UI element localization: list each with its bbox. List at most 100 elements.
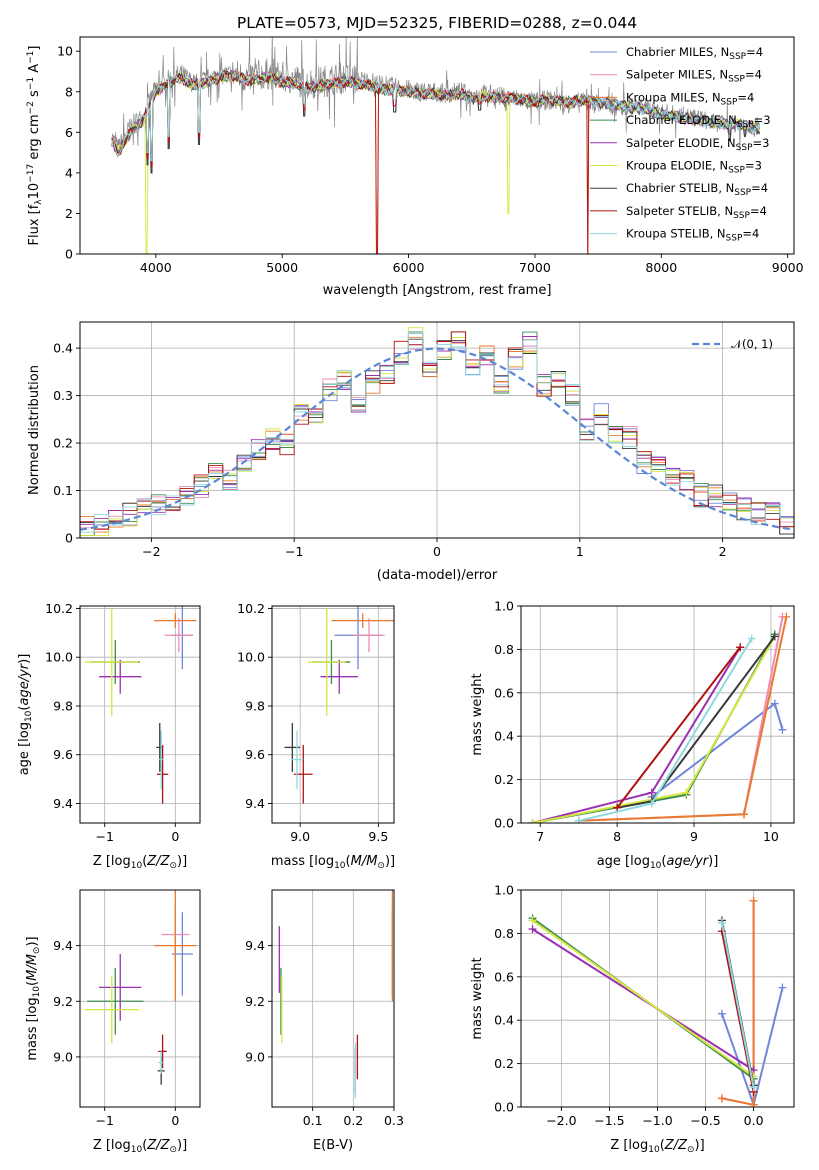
axes-frame — [520, 889, 795, 1108]
x-axis-label: mass [log10(M/M⊙)] — [271, 854, 395, 871]
x-tick-label: 10 — [763, 829, 779, 844]
axes-frame — [79, 321, 795, 539]
y-tick-label: 0.4 — [494, 729, 514, 744]
model-spectrum-salpeter-stelib — [111, 70, 593, 254]
weight-line-salpeter-miles — [578, 616, 784, 822]
weight-marker — [749, 1100, 758, 1107]
axes-frame — [79, 889, 201, 1108]
x-tick-label: 0 — [171, 829, 179, 844]
y-tick-label: 2 — [65, 206, 73, 221]
y-axis-label: Normed distribution — [27, 365, 42, 495]
weight-line-salpeter-stelib — [616, 646, 741, 809]
x-tick-label: 1 — [576, 544, 584, 559]
y-tick-label: 9.2 — [53, 994, 73, 1009]
weight-marker — [682, 788, 691, 797]
y-axis-label: age [log10(age/yr)] — [17, 654, 34, 776]
axes-weight-vs-age: 7 8 9 10 0.0 0.2 0.4 0.6 0.8 1.0 — [494, 599, 795, 844]
y-tick-label: 10.2 — [45, 601, 73, 616]
legend-label: Kroupa STELIB, NSSP=4 — [626, 227, 759, 244]
legend-label: Kroupa ELODIE, NSSP=3 — [626, 159, 762, 176]
plot-area-spectrum — [111, 37, 761, 254]
y-tick-label: 1.0 — [494, 883, 514, 898]
y-tick-label: 0.4 — [494, 1013, 514, 1028]
x-tick-label: 8 — [613, 829, 621, 844]
legend-label: Salpeter MILES, NSSP=4 — [626, 68, 762, 85]
weight-marker — [736, 643, 745, 652]
y-tick-label: 9.8 — [53, 698, 73, 713]
weight-marker — [613, 803, 622, 812]
axes-age-vs-Z: −1 0 9.4 9.6 9.8 10.0 10.2 — [45, 601, 201, 844]
y-tick-label: 9.8 — [245, 698, 265, 713]
y-tick-label: 10.2 — [237, 601, 265, 616]
plot-area-weight-vs-age — [521, 606, 794, 823]
y-tick-label: 0.2 — [494, 772, 514, 787]
y-tick-label: 0.3 — [53, 388, 73, 403]
y-tick-label: 0.8 — [494, 926, 514, 941]
x-tick-label: −1 — [285, 544, 303, 559]
y-tick-label: 10 — [57, 44, 73, 59]
x-tick-label: 6000 — [393, 260, 425, 275]
axes-frame — [79, 36, 795, 255]
plot-area-mass-vs-EBV — [272, 890, 394, 1107]
y-axis-label: mass [log10(M/M⊙)] — [25, 936, 42, 1060]
y-tick-label: 9.6 — [245, 747, 265, 762]
x-axis-label: Z [log10(Z/Z⊙)] — [610, 1138, 704, 1155]
x-tick-label: 0 — [433, 544, 441, 559]
y-tick-label: 6 — [65, 125, 73, 140]
x-tick-label: 2 — [719, 544, 727, 559]
weight-marker — [749, 896, 758, 905]
weight-marker — [747, 634, 756, 643]
x-tick-label: −1 — [95, 829, 113, 844]
weight-marker — [647, 799, 656, 808]
axes-spectrum: 4000 5000 6000 7000 8000 9000 0 2 4 6 8 10 — [57, 36, 804, 275]
axes-age-vs-mass: 9.0 9.5 9.4 9.6 9.8 10.0 10.2 — [237, 601, 395, 844]
plot-area-mass-vs-Z — [80, 890, 200, 1107]
x-tick-label: −1 — [95, 1113, 113, 1128]
weight-line-kroupa-elodie — [531, 919, 755, 1078]
x-tick-label: −1.0 — [642, 1113, 672, 1128]
weight-marker — [528, 916, 537, 925]
x-tick-label: 0 — [171, 1113, 179, 1128]
x-axis-label: Z [log10(Z/Z⊙)] — [93, 1138, 187, 1155]
y-tick-label: 0 — [65, 531, 73, 546]
legend-label: Chabrier ELODIE, NSSP=3 — [626, 113, 771, 130]
x-axis-label: E(B-V) — [313, 1138, 353, 1153]
x-axis-label: age [log10(age/yr)] — [597, 854, 719, 871]
weight-marker — [574, 816, 583, 823]
legend-label: Salpeter STELIB, NSSP=4 — [626, 204, 767, 221]
y-tick-label: 9.0 — [53, 1049, 73, 1064]
y-tick-label: 9.2 — [245, 994, 265, 1009]
x-axis-label: Z [log10(Z/Z⊙)] — [93, 854, 187, 871]
weight-marker — [717, 1094, 726, 1103]
x-tick-label: 8000 — [645, 260, 677, 275]
x-tick-label: 0.3 — [384, 1113, 404, 1128]
model-spectrum-kroupa-stelib — [111, 70, 761, 162]
x-tick-label: 0.1 — [303, 1113, 323, 1128]
x-axis-label: (data-model)/error — [377, 568, 498, 583]
plot-area-age-vs-mass — [272, 606, 394, 823]
y-tick-label: 10.0 — [237, 650, 265, 665]
legend-label: Salpeter ELODIE, NSSP=3 — [626, 136, 769, 153]
y-tick-label: 0.6 — [494, 685, 514, 700]
x-tick-label: 9000 — [772, 260, 804, 275]
y-tick-label: 0.0 — [494, 1100, 514, 1115]
y-axis-label: Flux [fλ10−17 erg cm−2 s−1 A−1] — [26, 46, 44, 246]
x-tick-label: −0.5 — [690, 1113, 720, 1128]
y-tick-label: 0.8 — [494, 642, 514, 657]
model-spectrum-kroupa-elodie — [111, 70, 761, 254]
y-tick-label: 0.2 — [494, 1056, 514, 1071]
y-tick-label: 9.0 — [245, 1049, 265, 1064]
legend-label: Chabrier MILES, NSSP=4 — [626, 45, 763, 62]
plot-area-residuals — [80, 322, 794, 538]
y-tick-label: 1.0 — [494, 599, 514, 614]
legend: Chabrier MILES, NSSP=4 Salpeter MILES, NS… — [590, 45, 771, 244]
histogram-salpeter-stelib — [80, 331, 794, 538]
y-tick-label: 9.4 — [245, 796, 265, 811]
weight-marker — [770, 632, 779, 641]
y-tick-label: 0.2 — [53, 436, 73, 451]
histogram-kroupa-stelib — [80, 332, 794, 538]
x-tick-label: 0.0 — [744, 1113, 764, 1128]
y-tick-label: 0.0 — [494, 816, 514, 831]
weight-marker — [740, 810, 749, 819]
